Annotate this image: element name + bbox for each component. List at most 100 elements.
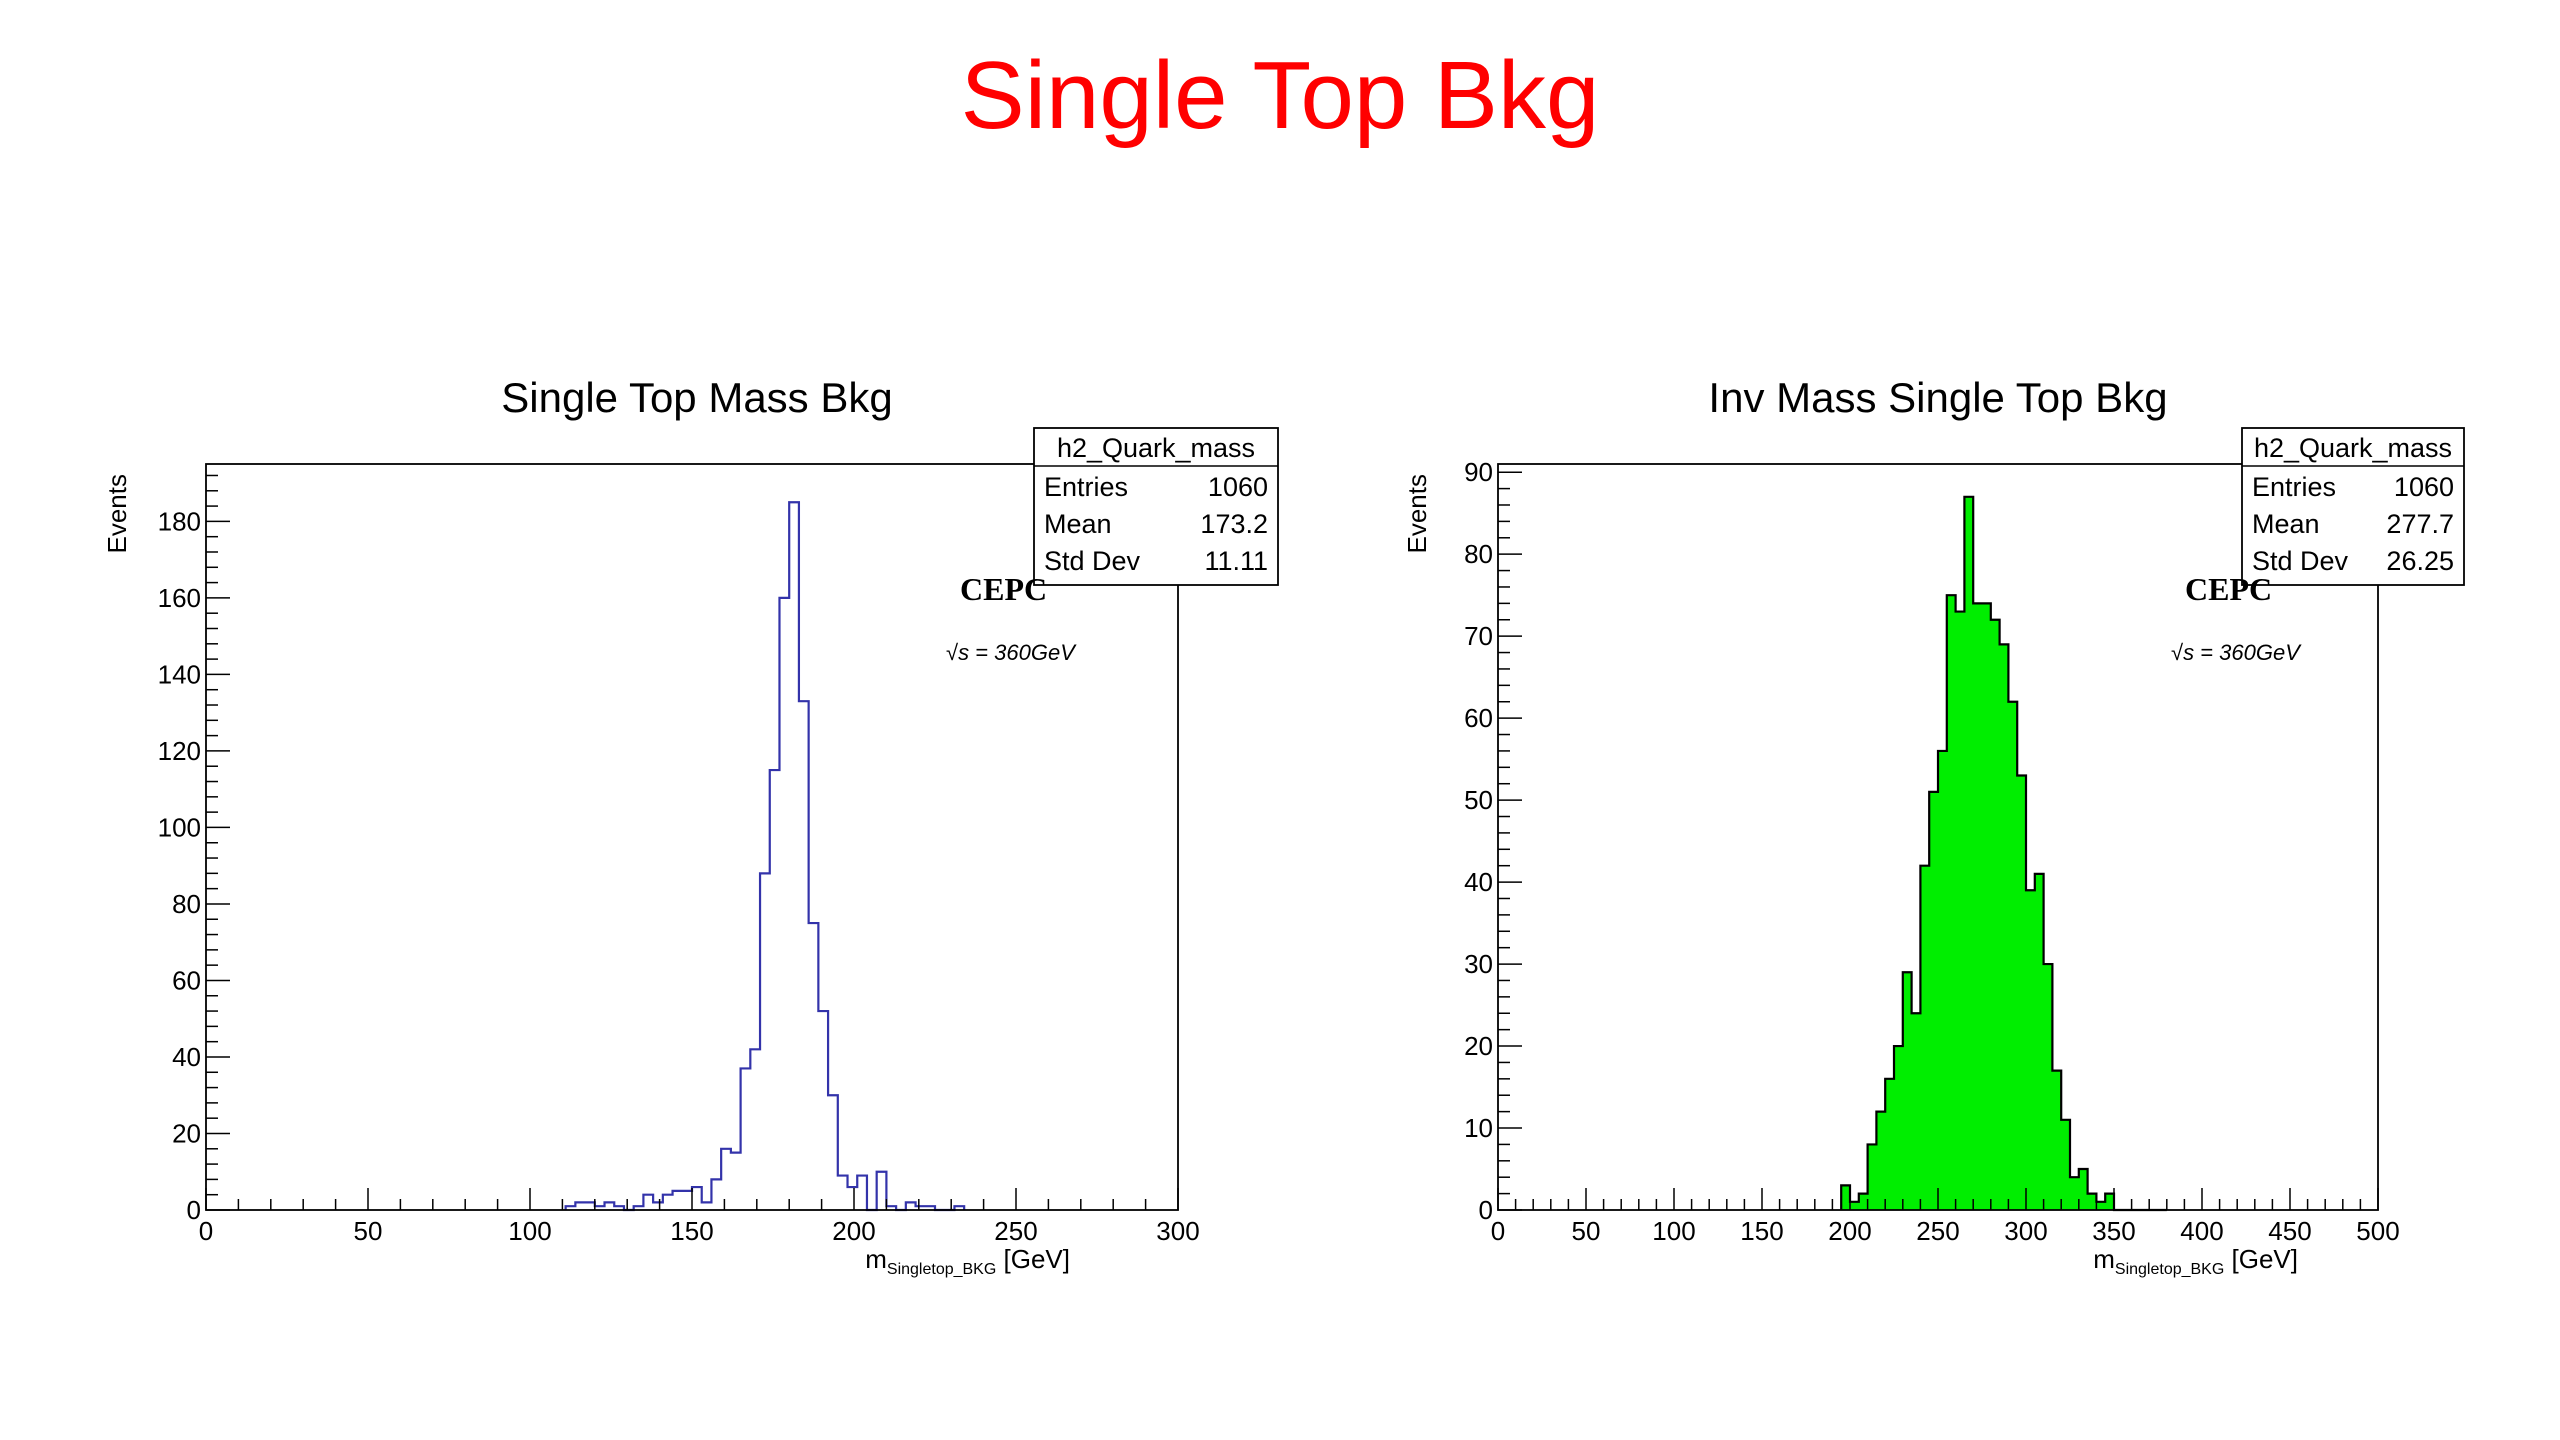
y-tick-label: 60 [1464,703,1493,733]
histogram-bin [711,1179,721,1210]
stats-label: Std Dev [1044,546,1141,576]
y-tick-label: 60 [172,965,201,995]
histogram-bin [1947,595,1956,1210]
histogram-bin [838,1176,848,1210]
stats-label: Std Dev [2252,546,2349,576]
stats-value: 26.25 [2386,546,2454,576]
histogram-bin [877,1172,887,1210]
stats-label: Mean [2252,509,2320,539]
stats-label: Entries [2252,472,2336,502]
histogram-bin [2044,964,2053,1210]
stats-label: Entries [1044,472,1128,502]
histogram-bin [673,1191,683,1210]
y-tick-label: 20 [172,1118,201,1148]
histogram-bin [663,1195,673,1210]
histogram-bin [2096,1202,2105,1210]
x-tick-label: 0 [1491,1216,1505,1246]
histogram-bins [1841,497,2114,1210]
histogram-bin [848,1187,858,1210]
experiment-label: CEPC [2185,571,2272,607]
stats-box: h2_Quark_mass Entries 1060 Mean 277.7 Std Dev… [2241,427,2465,586]
x-axis-label: mSingletop_BKG [GeV] [2093,1244,2298,1278]
x-tick-label: 100 [508,1216,551,1246]
histogram-bin [2105,1194,2114,1210]
histogram-bin [682,1191,692,1210]
histogram-bin [643,1195,653,1210]
histogram-bin [2000,644,2009,1210]
histogram-bin [1991,620,2000,1210]
histogram-bin [760,873,770,1210]
histogram-bin [1973,603,1982,1210]
x-tick-label: 300 [2004,1216,2047,1246]
histogram-bin [2008,702,2017,1210]
y-axis-label: Events [1402,474,1432,554]
stats-value: 173.2 [1200,509,1268,539]
x-tick-label: 150 [670,1216,713,1246]
histogram-bin [1903,972,1912,1210]
histogram-bin [2026,890,2035,1210]
chart-title: Single Top Mass Bkg [501,374,892,421]
slide-title: Single Top Bkg [960,42,1600,149]
histogram-outline [1840,495,2167,1212]
histogram-bin [1876,1112,1885,1210]
y-tick-label: 100 [158,812,201,842]
y-tick-label: 40 [1464,867,1493,897]
histogram-bin [1850,1202,1859,1210]
histogram-bin [779,598,789,1210]
stats-title: h2_Quark_mass [2254,433,2452,463]
histogram-bin [1929,792,1938,1210]
y-tick-label: 80 [1464,539,1493,569]
x-tick-label: 400 [2180,1216,2223,1246]
x-tick-label: 450 [2268,1216,2311,1246]
x-tick-label: 300 [1156,1216,1199,1246]
y-tick-label: 40 [172,1042,201,1072]
y-tick-label: 0 [1479,1195,1493,1225]
x-tick-label: 50 [1572,1216,1601,1246]
x-tick-label: 200 [832,1216,875,1246]
stats-box-frame [2241,427,2465,586]
x-tick-label: 50 [354,1216,383,1246]
histogram-bin [1859,1194,1868,1210]
histogram-bin [741,1068,751,1210]
histogram-fill [1841,496,2167,1210]
energy-label: √s = 360GeV [2171,640,2302,665]
histogram-bin [1868,1144,1877,1210]
histogram-bin [1938,751,1947,1210]
chart-title: Inv Mass Single Top Bkg [1708,374,2167,421]
histogram-bin [1885,1079,1894,1210]
y-tick-label: 20 [1464,1031,1493,1061]
histogram-bins [566,502,965,1210]
histogram-bin [750,1049,760,1210]
histogram-bin [692,1187,702,1210]
y-tick-label: 140 [158,659,201,689]
y-tick-label: 30 [1464,949,1493,979]
x-tick-label: 100 [1652,1216,1695,1246]
stats-value: 277.7 [2386,509,2454,539]
stats-value: 11.11 [1204,546,1268,576]
y-tick-label: 90 [1464,457,1493,487]
histogram-bin [770,770,780,1210]
stats-box-frame [1033,427,1279,586]
histogram-bin [585,1202,595,1210]
histogram-bin [1982,603,1991,1210]
experiment-label: CEPC [960,571,1047,607]
x-tick-label: 0 [199,1216,213,1246]
histogram-bin [2088,1194,2097,1210]
x-tick-label: 500 [2356,1216,2399,1246]
histogram-bin [1964,497,1973,1210]
histogram-bin [575,1202,585,1210]
histogram-bin [731,1153,741,1210]
histogram-bin [1841,1185,1850,1210]
histogram-bin [2052,1071,2061,1210]
stats-value: 1060 [1208,472,1268,502]
histogram-bin [605,1202,615,1210]
y-tick-label: 80 [172,889,201,919]
histogram-bin [906,1202,916,1210]
x-tick-label: 200 [1828,1216,1871,1246]
histogram-bin [2079,1169,2088,1210]
histogram-bin [1956,612,1965,1210]
x-tick-label: 250 [994,1216,1037,1246]
histogram-bin [789,502,799,1210]
energy-label: √s = 360GeV [946,640,1077,665]
